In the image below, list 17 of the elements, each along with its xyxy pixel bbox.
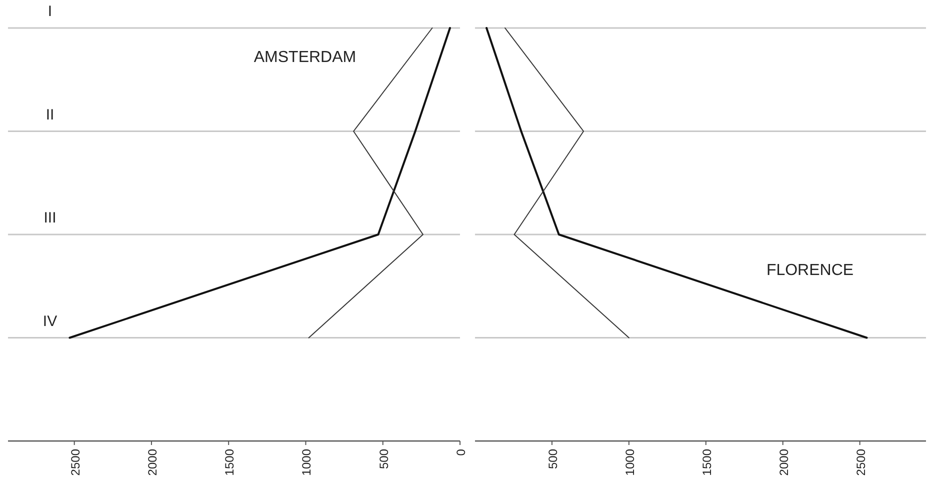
- x-tick-label: 2000: [145, 448, 160, 476]
- x-tick-label: 0: [454, 448, 468, 456]
- text: AMSTERDAM: [254, 49, 356, 66]
- x-tick-label: 1500: [222, 448, 237, 476]
- x-tick-label: 2500: [854, 448, 868, 476]
- x-tick-label: 2500: [68, 448, 82, 476]
- y-tick-label: IV: [42, 312, 58, 330]
- y-tick-label: III: [44, 210, 56, 226]
- x-tick-label: 1500: [700, 448, 714, 476]
- x-tick-label: 500: [376, 448, 391, 470]
- y-tick-label: II: [46, 106, 54, 124]
- text: FLORENCE: [766, 262, 854, 279]
- x-tick-label: 500: [546, 448, 560, 470]
- x-tick-label: 1000: [300, 448, 314, 476]
- x-tick-label: 2000: [776, 448, 791, 476]
- y-tick-label: I: [48, 3, 52, 20]
- x-tick-label: 1000: [622, 448, 637, 476]
